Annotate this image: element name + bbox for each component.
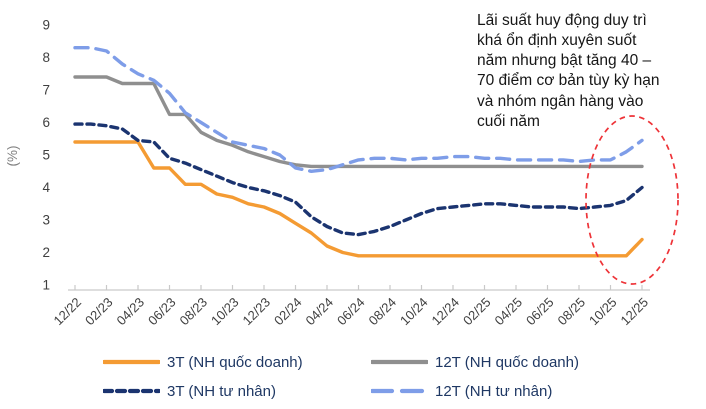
legend-swatch-line	[371, 388, 428, 394]
y-tick-label: 3	[42, 213, 50, 228]
x-tick-label: 10/25	[586, 295, 620, 329]
x-tick-label: 04/23	[114, 295, 148, 329]
legend-swatch-line	[103, 359, 160, 365]
y-axis-title: (%)	[5, 146, 20, 167]
chart-annotation-text: Lãi suất huy động duy trì khá ổn định xu…	[477, 12, 660, 130]
y-tick-label: 7	[42, 83, 50, 98]
x-tick-label: 12/23	[240, 295, 274, 329]
x-tick-label: 06/25	[523, 295, 557, 329]
legend-label: 3T (NH quốc doanh)	[167, 353, 303, 371]
y-tick-label: 8	[42, 50, 50, 65]
series-line-12t-nh-t-nh-n-	[73, 46, 644, 174]
x-tick-label: 04/24	[303, 295, 337, 329]
x-tick-label: 10/24	[397, 295, 431, 329]
x-tick-label: 02/25	[460, 295, 494, 329]
legend-item: 12T (NH tư nhân)	[371, 380, 579, 402]
y-tick-label: 2	[42, 245, 50, 260]
x-tick-label: 04/25	[492, 295, 526, 329]
y-tick-label: 4	[42, 180, 50, 195]
highlight-ellipse	[585, 115, 679, 285]
y-tick-label: 6	[42, 115, 50, 130]
x-tick-label: 12/22	[51, 295, 85, 329]
legend-item: 12T (NH quốc doanh)	[371, 351, 579, 373]
legend-label: 3T (NH tư nhân)	[167, 382, 276, 400]
x-tick-label: 06/23	[145, 295, 179, 329]
y-tick-label: 9	[42, 18, 50, 33]
y-tick-label: 1	[42, 278, 50, 293]
legend-swatch-line	[103, 388, 160, 394]
x-tick-label: 12/24	[429, 295, 463, 329]
series-line-3t-nh-qu-c-doanh-	[73, 140, 644, 258]
x-tick-label: 08/23	[177, 295, 211, 329]
legend-label: 12T (NH tư nhân)	[435, 382, 553, 400]
legend-label: 12T (NH quốc doanh)	[435, 353, 579, 371]
x-tick-label: 12/25	[618, 295, 652, 329]
legend-item: 3T (NH quốc doanh)	[103, 351, 371, 373]
series-line-3t-nh-t-nh-n-	[73, 122, 644, 237]
x-tick-label: 02/24	[271, 295, 305, 329]
series-line-12t-nh-qu-c-doanh-	[73, 75, 644, 169]
chart-legend: 3T (NH quốc doanh) 12T (NH quốc doanh) 3T …	[103, 351, 579, 402]
x-tick-label: 06/24	[334, 295, 368, 329]
y-tick-label: 5	[42, 148, 50, 163]
x-tick-label: 08/25	[555, 295, 589, 329]
legend-item: 3T (NH tư nhân)	[103, 380, 371, 402]
x-tick-label: 02/23	[82, 295, 116, 329]
x-tick-label: 08/24	[366, 295, 400, 329]
x-tick-label: 10/23	[208, 295, 242, 329]
legend-swatch-line	[371, 359, 428, 365]
